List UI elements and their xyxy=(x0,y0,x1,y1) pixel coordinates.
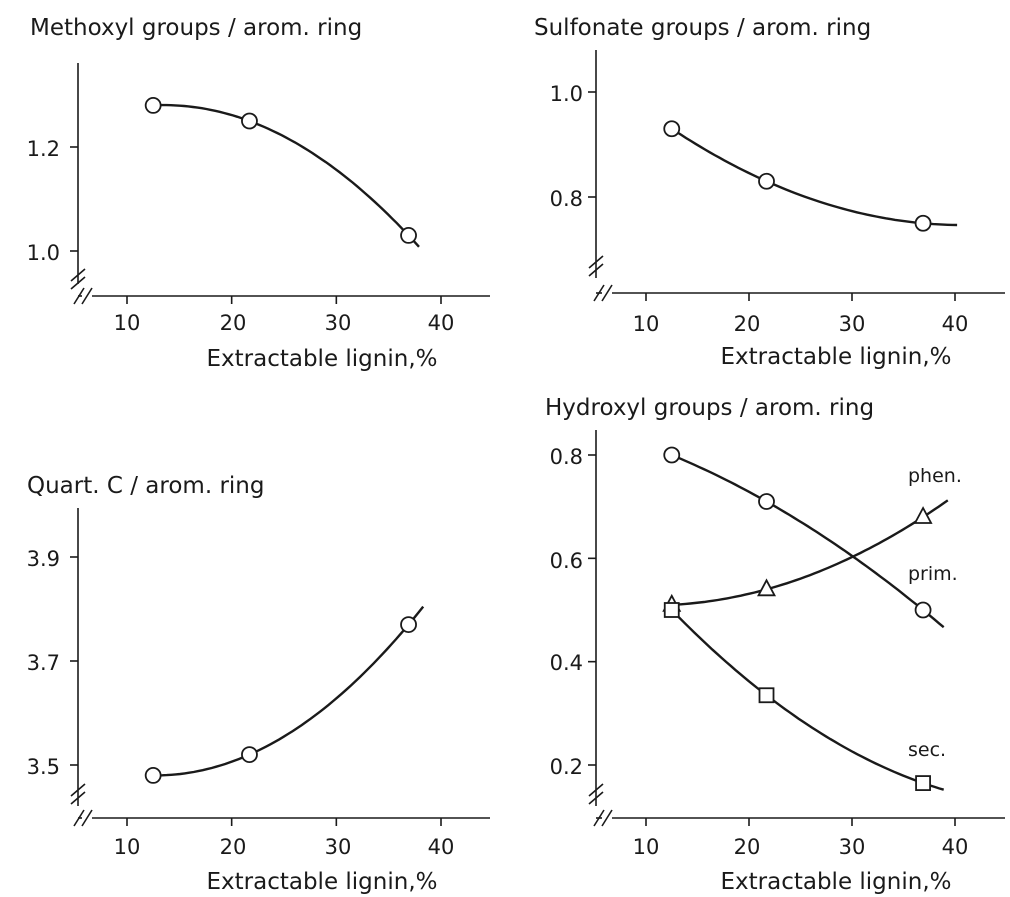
y-tick-label: 0.6 xyxy=(550,549,583,573)
x-tick-label: 30 xyxy=(325,835,352,859)
x-tick-label: 10 xyxy=(114,835,141,859)
x-tick-label: 30 xyxy=(839,835,866,859)
x-tick-label: 20 xyxy=(734,835,761,859)
y-axis-break-mark xyxy=(70,276,86,290)
y-tick-label: 1.2 xyxy=(27,137,60,161)
x-axis-label: Extractable lignin,% xyxy=(720,869,951,895)
series-label-sec: sec. xyxy=(908,739,946,761)
y-tick-label: 1.0 xyxy=(27,241,60,265)
data-point-circle xyxy=(144,767,162,784)
data-point-circle xyxy=(914,214,932,232)
y-axis-break-mark xyxy=(70,783,86,797)
y-tick-label: 0.8 xyxy=(550,445,583,469)
data-point-circle xyxy=(758,493,775,510)
chart-title: Quart. C / arom. ring xyxy=(27,473,264,499)
y-axis-break-mark xyxy=(588,255,604,269)
series-line xyxy=(153,103,420,248)
data-point-circle xyxy=(241,112,258,130)
x-axis-break-mark xyxy=(73,287,85,305)
x-tick-label: 10 xyxy=(633,312,660,336)
y-tick-label: 3.7 xyxy=(27,651,60,675)
y-axis-break-mark xyxy=(70,791,86,805)
x-tick-label: 40 xyxy=(428,835,455,859)
series-line xyxy=(671,127,958,227)
x-axis-break-mark xyxy=(73,809,85,827)
data-point-circle xyxy=(241,746,258,763)
x-axis-break-mark xyxy=(601,809,613,827)
data-point-triangle xyxy=(913,506,933,524)
chart-methoxyl-groups: Methoxyl groups / arom. ring 1.2 1.0 10 … xyxy=(27,15,490,372)
y-axis-break-mark xyxy=(70,268,86,282)
y-tick-labels: 1.2 1.0 xyxy=(27,137,60,265)
x-tick-labels: 10 20 30 40 xyxy=(114,311,455,335)
y-tick-label: 1.0 xyxy=(550,82,583,106)
data-point-triangle xyxy=(757,578,777,597)
x-axis-break-mark xyxy=(593,284,605,302)
data-point-circle xyxy=(914,601,932,619)
data-point-circle xyxy=(758,172,775,190)
x-tick-label: 40 xyxy=(942,835,969,859)
data-point-circle xyxy=(144,97,162,114)
chart-sulfonate-groups: Sulfonate groups / arom. ring 1.0 0.8 10… xyxy=(534,15,1005,370)
y-axis-break-mark xyxy=(588,791,604,805)
y-tick-label: 3.9 xyxy=(27,547,60,571)
x-tick-label: 10 xyxy=(114,311,141,335)
chart-hydroxyl-groups: Hydroxyl groups / arom. ring 0.8 0.6 0.4… xyxy=(545,395,1005,895)
y-tick-labels: 1.0 0.8 xyxy=(550,82,583,211)
x-axis-break-mark xyxy=(593,809,605,827)
x-axis-label: Extractable lignin,% xyxy=(206,346,437,372)
x-tick-label: 20 xyxy=(220,835,247,859)
y-axis-break-mark xyxy=(588,783,604,797)
data-point-square xyxy=(915,775,931,791)
chart-quaternary-carbon: Quart. C / arom. ring 3.9 3.7 3.5 10 20 … xyxy=(27,473,490,895)
x-tick-labels: 10 20 30 40 xyxy=(633,835,969,859)
chart-title: Hydroxyl groups / arom. ring xyxy=(545,395,874,421)
x-tick-label: 40 xyxy=(428,311,455,335)
chart-title: Sulfonate groups / arom. ring xyxy=(534,15,871,41)
x-tick-label: 40 xyxy=(942,312,969,336)
y-tick-label: 0.2 xyxy=(550,755,583,779)
series-line xyxy=(671,453,945,629)
y-tick-label: 0.4 xyxy=(550,651,583,675)
y-tick-labels: 3.9 3.7 3.5 xyxy=(27,547,60,779)
y-tick-label: 3.5 xyxy=(27,755,60,779)
data-point-square xyxy=(758,687,775,704)
series-line xyxy=(153,605,425,777)
data-point-square xyxy=(663,602,680,618)
data-point-circle xyxy=(663,120,681,138)
y-tick-labels: 0.8 0.6 0.4 0.2 xyxy=(550,445,583,779)
data-point-circle xyxy=(400,616,417,633)
x-tick-label: 30 xyxy=(839,312,866,336)
x-tick-label: 20 xyxy=(220,311,247,335)
y-axis-break-mark xyxy=(588,263,604,277)
x-tick-label: 20 xyxy=(734,312,761,336)
series-line xyxy=(671,499,949,606)
x-axis-label: Extractable lignin,% xyxy=(720,344,951,370)
data-point-circle xyxy=(663,446,681,464)
series-line xyxy=(670,609,945,791)
x-tick-labels: 10 20 30 40 xyxy=(633,312,969,336)
x-axis-break-mark xyxy=(81,809,93,827)
x-axis-label: Extractable lignin,% xyxy=(206,869,437,895)
series-label-phen: phen. xyxy=(908,465,962,487)
x-tick-label: 30 xyxy=(325,311,352,335)
x-tick-label: 10 xyxy=(633,835,660,859)
chart-title: Methoxyl groups / arom. ring xyxy=(30,15,362,41)
x-axis-break-mark xyxy=(601,284,613,302)
x-tick-labels: 10 20 30 40 xyxy=(114,835,455,859)
data-point-circle xyxy=(400,226,417,244)
x-axis-break-mark xyxy=(81,287,93,305)
y-tick-label: 0.8 xyxy=(550,187,583,211)
series-label-prim: prim. xyxy=(908,563,958,585)
